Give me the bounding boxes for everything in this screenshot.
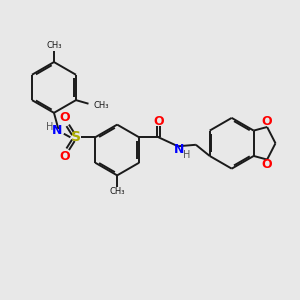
- Text: O: O: [262, 115, 272, 128]
- Text: CH₃: CH₃: [110, 187, 125, 196]
- Text: N: N: [52, 124, 62, 136]
- Text: N: N: [174, 143, 184, 156]
- Text: S: S: [71, 130, 81, 144]
- Text: H: H: [46, 122, 54, 132]
- Text: H: H: [183, 150, 190, 160]
- Text: O: O: [59, 150, 70, 163]
- Text: O: O: [59, 111, 70, 124]
- Text: O: O: [153, 115, 164, 128]
- Text: O: O: [262, 158, 272, 171]
- Text: CH₃: CH₃: [94, 101, 110, 110]
- Text: CH₃: CH₃: [46, 41, 62, 50]
